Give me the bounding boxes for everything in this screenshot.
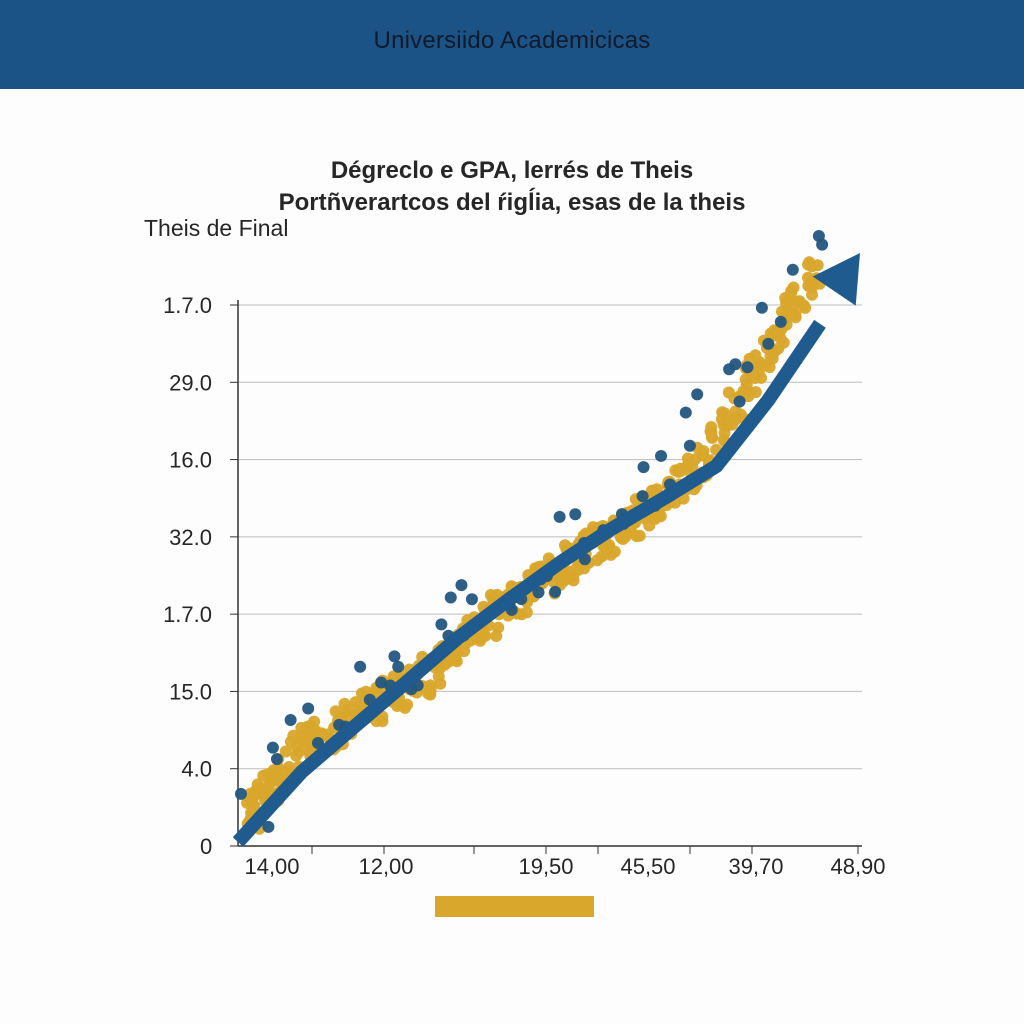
y-tick-label: 0: [200, 834, 212, 859]
data-point-gold: [729, 405, 742, 418]
y-tick-label: 16.0: [169, 448, 212, 473]
data-point-blue: [553, 510, 566, 523]
x-tick-label: 45,50: [620, 854, 675, 879]
data-point-blue: [655, 449, 668, 462]
x-tick-label: 14,00: [244, 854, 299, 879]
data-point-blue: [755, 301, 768, 314]
trend-arrowhead: [812, 253, 860, 306]
app-header: Universiido Academicicas: [0, 0, 1024, 89]
data-point-blue: [266, 741, 279, 754]
data-point-gold: [338, 706, 351, 719]
data-point-gold: [450, 655, 463, 668]
data-point-blue: [465, 593, 478, 606]
data-point-gold: [805, 260, 818, 273]
data-point-blue: [637, 461, 650, 474]
data-point-gold: [520, 606, 533, 619]
data-point-gold: [740, 378, 753, 391]
data-point-gold: [799, 301, 812, 314]
chart-subtitle: Portñverartcos del ŕigĺia, esas de la th…: [278, 189, 746, 216]
data-point-gold: [490, 630, 503, 643]
data-point-gold: [650, 483, 663, 496]
data-point-blue: [786, 263, 799, 276]
data-point-gold: [704, 425, 717, 438]
data-point-blue: [392, 660, 405, 673]
data-point-gold: [789, 311, 802, 324]
data-point-blue: [262, 820, 275, 833]
data-point-gold: [279, 745, 292, 758]
data-point-blue: [729, 358, 742, 371]
chart-title: Dégreclo e GPA, lerrés de Theis: [330, 157, 694, 184]
data-point-gold: [806, 288, 819, 301]
data-point-blue: [549, 585, 562, 598]
data-point-blue: [435, 618, 448, 631]
data-point-gold: [401, 698, 414, 711]
data-point-gold: [308, 715, 321, 728]
data-point-blue: [455, 579, 468, 592]
data-point-blue: [270, 753, 283, 766]
y-axis-label: Theis de Final: [144, 215, 289, 241]
data-point-gold: [749, 349, 762, 362]
data-point-gold: [338, 697, 351, 710]
header-title: Universiido Academicicas: [373, 26, 651, 54]
y-tick-label: 29.0: [169, 370, 212, 395]
data-point-gold: [787, 281, 800, 294]
data-point-blue: [444, 591, 457, 604]
y-tick-label: 1.7.0: [163, 293, 212, 318]
y-tick-label: 4.0: [181, 757, 212, 782]
data-point-blue: [762, 337, 775, 350]
data-point-gold: [722, 386, 735, 399]
data-point-gold: [329, 705, 342, 718]
legend-swatch: [435, 896, 594, 917]
data-point-blue: [691, 388, 704, 401]
data-point-gold: [749, 386, 762, 399]
data-point-gold: [697, 445, 710, 458]
data-point-blue: [333, 718, 346, 731]
data-point-gold: [602, 539, 615, 552]
trend-line: [232, 319, 826, 847]
data-point-blue: [679, 406, 692, 419]
data-point-blue: [774, 315, 787, 328]
y-tick-label: 32.0: [169, 525, 212, 550]
data-point-blue: [354, 660, 367, 673]
data-point-blue: [569, 508, 582, 521]
x-tick-label: 39,70: [728, 854, 783, 879]
data-point-gold: [424, 683, 437, 696]
data-point-blue: [284, 713, 297, 726]
data-point-gold: [434, 677, 447, 690]
y-tick-label: 1.7.0: [163, 602, 212, 627]
data-point-gold: [774, 332, 787, 345]
data-point-blue: [388, 650, 401, 663]
data-point-gold: [752, 365, 765, 378]
data-point-gold: [479, 629, 492, 642]
y-tick-label: 15.0: [169, 679, 212, 704]
data-point-blue: [812, 229, 825, 242]
data-point-blue: [636, 490, 649, 503]
x-tick-label: 48,90: [830, 854, 885, 879]
x-tick-label: 19,50: [518, 854, 573, 879]
data-point-blue: [234, 787, 247, 800]
data-point-blue: [311, 737, 324, 750]
data-point-blue: [741, 361, 754, 374]
data-point-blue: [532, 586, 545, 599]
x-tick-label: 12,00: [358, 854, 413, 879]
data-point-blue: [375, 676, 388, 689]
data-point-blue: [733, 395, 746, 408]
data-point-blue: [302, 702, 315, 715]
data-point-gold: [625, 525, 638, 538]
data-point-blue: [683, 439, 696, 452]
